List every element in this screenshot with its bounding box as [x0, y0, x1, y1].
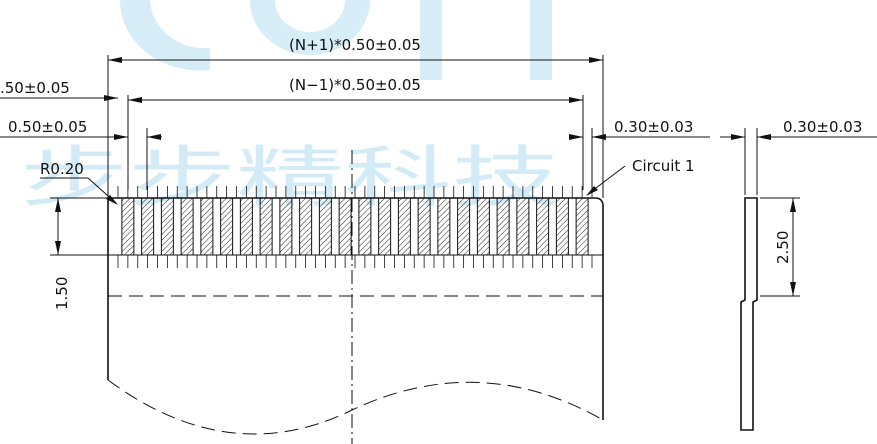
dim-label: 0.30±0.03	[614, 118, 693, 136]
contact	[299, 197, 313, 256]
dim-label: (N+1)*0.50±0.05	[289, 36, 421, 54]
contact	[358, 197, 372, 256]
contact	[279, 197, 293, 256]
dim-label: 2.50	[774, 231, 792, 264]
callout-label: Circuit 1	[632, 157, 695, 175]
contact	[516, 197, 530, 256]
contact	[575, 197, 589, 256]
contact	[496, 197, 510, 256]
dim-label: 0.30±0.03	[783, 118, 862, 136]
contact	[536, 197, 550, 256]
dimension-lines	[0, 55, 710, 256]
contact	[476, 197, 490, 256]
dim-label: 0.50±0.05	[8, 118, 87, 136]
contact	[457, 197, 471, 256]
contact	[220, 197, 234, 256]
contact	[318, 197, 332, 256]
dim-label: .50±0.05	[0, 79, 70, 97]
dim-label: 1.50	[53, 277, 71, 310]
side-view	[720, 128, 877, 431]
dim-label: R0.20	[40, 160, 84, 178]
contact	[397, 197, 411, 256]
contact	[555, 197, 569, 256]
dim-label: (N−1)*0.50±0.05	[289, 76, 421, 94]
contact	[141, 197, 155, 256]
contact	[180, 197, 194, 256]
contact	[160, 197, 174, 256]
contact	[437, 197, 451, 256]
contact	[338, 197, 352, 256]
contact	[200, 197, 214, 256]
contact	[417, 197, 431, 256]
contact	[239, 197, 253, 256]
contact	[259, 197, 273, 256]
contact	[121, 197, 135, 256]
contact	[378, 197, 392, 256]
contacts	[117, 186, 593, 268]
